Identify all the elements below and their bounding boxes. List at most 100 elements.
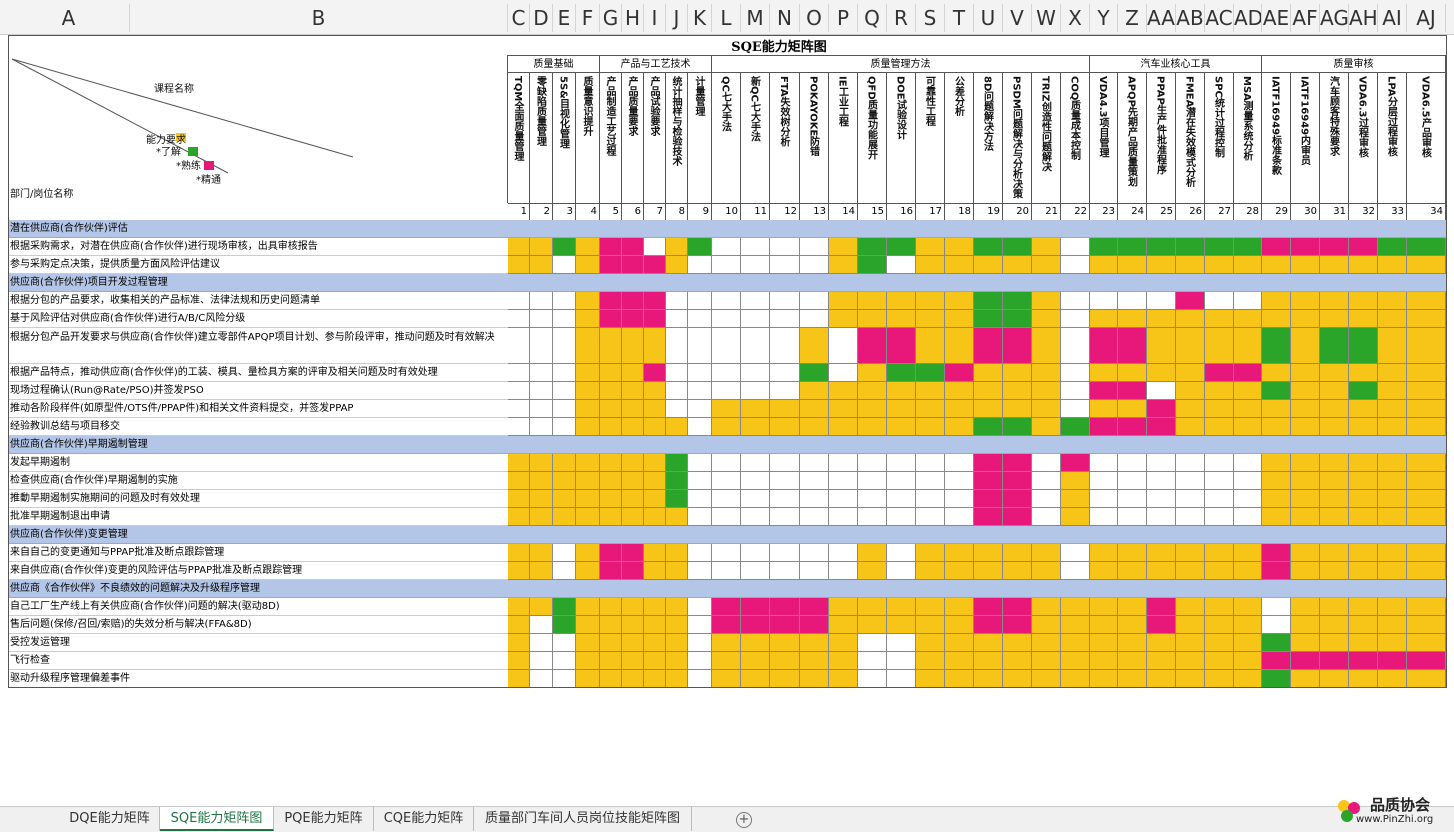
matrix-cell (622, 310, 644, 328)
matrix-cell (1349, 256, 1378, 274)
sheet-tab[interactable]: CQE能力矩阵 (374, 807, 474, 831)
matrix-cell (1262, 400, 1291, 418)
matrix-cell (1032, 454, 1061, 472)
matrix-cell (644, 256, 666, 274)
sheet-tab[interactable]: SQE能力矩阵图 (160, 807, 274, 831)
matrix-cell (712, 364, 741, 382)
matrix-cell (1320, 652, 1349, 670)
matrix-cell (829, 256, 858, 274)
matrix-cell (712, 454, 741, 472)
matrix-cell (508, 454, 530, 472)
matrix-cell (1032, 256, 1061, 274)
matrix-cell (741, 544, 770, 562)
matrix-cell (887, 616, 916, 634)
matrix-cell (688, 364, 712, 382)
column-letter: J (666, 4, 688, 32)
matrix-cell (829, 490, 858, 508)
row-label: 参与采购定点决策，提供质量方面风险评估建议 (8, 256, 508, 274)
matrix-cell (829, 328, 858, 364)
matrix-cell (1003, 472, 1032, 490)
matrix-cell (666, 454, 688, 472)
matrix-cell (1378, 328, 1407, 364)
matrix-cell (1262, 364, 1291, 382)
matrix-cell (770, 238, 800, 256)
skill-name: IE工业工程 (829, 73, 858, 203)
matrix-cell (1320, 544, 1349, 562)
matrix-cell (1234, 508, 1262, 526)
matrix-cell (1320, 472, 1349, 490)
matrix-cell (1407, 454, 1446, 472)
skill-number: 30 (1291, 203, 1320, 220)
skill-name: 新QC七大手法 (741, 73, 770, 203)
matrix-cell (974, 364, 1003, 382)
matrix-cell (712, 382, 741, 400)
matrix-cell (1349, 364, 1378, 382)
matrix-cell (1176, 364, 1205, 382)
matrix-cell (1349, 328, 1378, 364)
matrix-cell (1003, 652, 1032, 670)
add-sheet[interactable]: + (736, 812, 752, 828)
matrix-cell (644, 418, 666, 436)
matrix-cell (1291, 310, 1320, 328)
matrix-cell (1147, 238, 1176, 256)
matrix-cell (945, 328, 974, 364)
matrix-cell (887, 400, 916, 418)
matrix-cell (666, 400, 688, 418)
matrix-cell (945, 616, 974, 634)
matrix-cell (1118, 382, 1147, 400)
matrix-cell (688, 562, 712, 580)
matrix-cell (829, 382, 858, 400)
matrix-cell (1147, 616, 1176, 634)
row-label: 驱动升级程序管理偏差事件 (8, 670, 508, 688)
matrix-cell (644, 616, 666, 634)
matrix-cell (1147, 508, 1176, 526)
row-label: 现场过程确认(Run@Rate/PSO)并签发PSO (8, 382, 508, 400)
matrix-cell (1349, 652, 1378, 670)
section-row: 供应商《合作伙伴》不良绩效的问题解决及升级程序管理 (8, 580, 1446, 598)
sheet-tab[interactable]: 质量部门车间人员岗位技能矩阵图 (474, 807, 692, 831)
matrix-cell (741, 616, 770, 634)
matrix-cell (1061, 670, 1090, 688)
matrix-cell (741, 454, 770, 472)
matrix-cell (1147, 310, 1176, 328)
matrix-cell (887, 598, 916, 616)
matrix-cell (1061, 292, 1090, 310)
matrix-cell (974, 310, 1003, 328)
skill-name: COQ质量成本控制 (1061, 73, 1090, 203)
skill-number: 6 (622, 203, 644, 220)
matrix-cell (1147, 472, 1176, 490)
matrix-cell (712, 634, 741, 652)
matrix-cell (916, 472, 945, 490)
matrix-cell (974, 238, 1003, 256)
skill-number: 16 (887, 203, 916, 220)
matrix-cell (1320, 616, 1349, 634)
column-letter: AB (1176, 4, 1205, 32)
matrix-cell (741, 598, 770, 616)
matrix-cell (1032, 562, 1061, 580)
matrix-cell (1003, 544, 1032, 562)
matrix-cell (974, 472, 1003, 490)
matrix-cell (974, 400, 1003, 418)
matrix-cell (800, 328, 829, 364)
matrix-cell (1147, 292, 1176, 310)
matrix-cell (945, 508, 974, 526)
matrix-cell (974, 328, 1003, 364)
matrix-cell (553, 328, 576, 364)
matrix-cell (508, 616, 530, 634)
matrix-cell (1118, 652, 1147, 670)
matrix-cell (1118, 544, 1147, 562)
skill-number: 29 (1262, 203, 1291, 220)
matrix-cell (688, 238, 712, 256)
matrix-cell (688, 472, 712, 490)
row-label: 根据分包产品开发要求与供应商(合作伙伴)建立零部件APQP项目计划、参与阶段评审… (8, 328, 508, 364)
sheet-tab[interactable]: PQE能力矩阵 (274, 807, 374, 831)
matrix-cell (741, 382, 770, 400)
skill-name: SPC统计过程控制 (1205, 73, 1234, 203)
matrix-cell (887, 634, 916, 652)
skill-number: 8 (666, 203, 688, 220)
matrix-cell (1061, 400, 1090, 418)
sheet-tab[interactable]: DQE能力矩阵 (60, 807, 160, 831)
skill-number: 23 (1090, 203, 1118, 220)
skill-number: 21 (1032, 203, 1061, 220)
